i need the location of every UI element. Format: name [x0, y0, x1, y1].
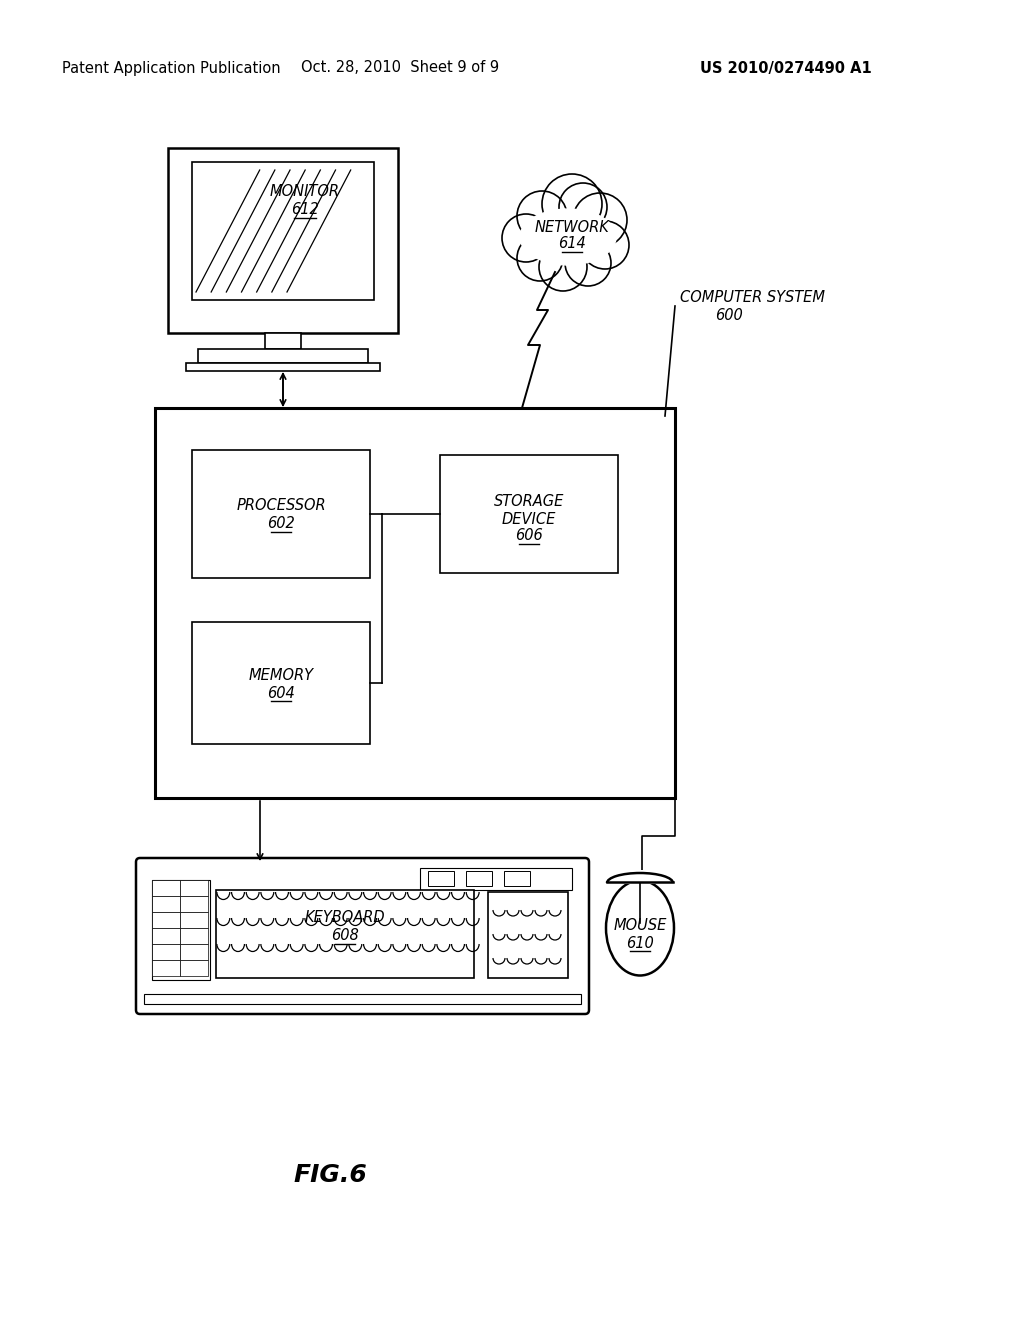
Bar	[152, 880, 210, 979]
Bar	[180, 880, 208, 896]
Ellipse shape	[520, 209, 616, 265]
Bar	[180, 960, 208, 975]
Text: 608: 608	[331, 928, 358, 944]
Bar	[152, 896, 180, 912]
Ellipse shape	[518, 207, 618, 267]
Text: KEYBOARD: KEYBOARD	[305, 911, 385, 925]
Bar	[504, 871, 530, 886]
Bar	[440, 455, 618, 573]
Bar	[488, 892, 568, 978]
Circle shape	[517, 191, 567, 242]
Text: NETWORK: NETWORK	[535, 220, 609, 235]
Text: COMPUTER SYSTEM: COMPUTER SYSTEM	[680, 290, 825, 305]
Bar	[152, 928, 180, 944]
Text: MOUSE: MOUSE	[613, 919, 667, 933]
Circle shape	[573, 193, 627, 247]
Text: 612: 612	[291, 202, 318, 218]
Text: US 2010/0274490 A1: US 2010/0274490 A1	[700, 61, 871, 75]
Text: 610: 610	[626, 936, 654, 950]
Circle shape	[565, 240, 611, 286]
Bar	[152, 944, 180, 960]
Text: Patent Application Publication: Patent Application Publication	[62, 61, 281, 75]
Text: 600: 600	[715, 308, 742, 322]
Text: 602: 602	[267, 516, 295, 532]
Bar	[152, 880, 180, 896]
Text: STORAGE: STORAGE	[494, 495, 564, 510]
Circle shape	[502, 214, 550, 261]
Bar	[198, 348, 368, 363]
Circle shape	[581, 220, 629, 269]
FancyBboxPatch shape	[136, 858, 589, 1014]
Bar	[193, 162, 374, 300]
Circle shape	[542, 174, 602, 234]
Text: PROCESSOR: PROCESSOR	[237, 499, 326, 513]
Bar	[420, 869, 572, 890]
Bar	[466, 871, 492, 886]
Text: 614: 614	[558, 236, 586, 252]
Bar	[155, 408, 675, 799]
Bar	[180, 896, 208, 912]
Bar	[152, 912, 180, 928]
Text: DEVICE: DEVICE	[502, 511, 556, 527]
Bar	[186, 363, 380, 371]
Bar	[168, 148, 398, 333]
Bar	[152, 960, 180, 975]
Bar	[193, 622, 370, 744]
Bar	[144, 994, 581, 1005]
Circle shape	[559, 183, 607, 231]
Text: 604: 604	[267, 685, 295, 701]
Ellipse shape	[606, 880, 674, 975]
Bar	[193, 450, 370, 578]
Text: FIG.6: FIG.6	[293, 1163, 367, 1187]
Circle shape	[517, 235, 563, 281]
Circle shape	[539, 243, 587, 290]
Text: 606: 606	[515, 528, 543, 544]
Bar	[265, 333, 301, 348]
Bar	[428, 871, 454, 886]
Bar	[605, 870, 675, 884]
Text: MONITOR: MONITOR	[270, 185, 340, 199]
Bar	[180, 928, 208, 944]
Text: Oct. 28, 2010  Sheet 9 of 9: Oct. 28, 2010 Sheet 9 of 9	[301, 61, 499, 75]
Bar	[180, 944, 208, 960]
Text: MEMORY: MEMORY	[249, 668, 313, 682]
Bar	[180, 912, 208, 928]
Bar	[216, 890, 474, 978]
